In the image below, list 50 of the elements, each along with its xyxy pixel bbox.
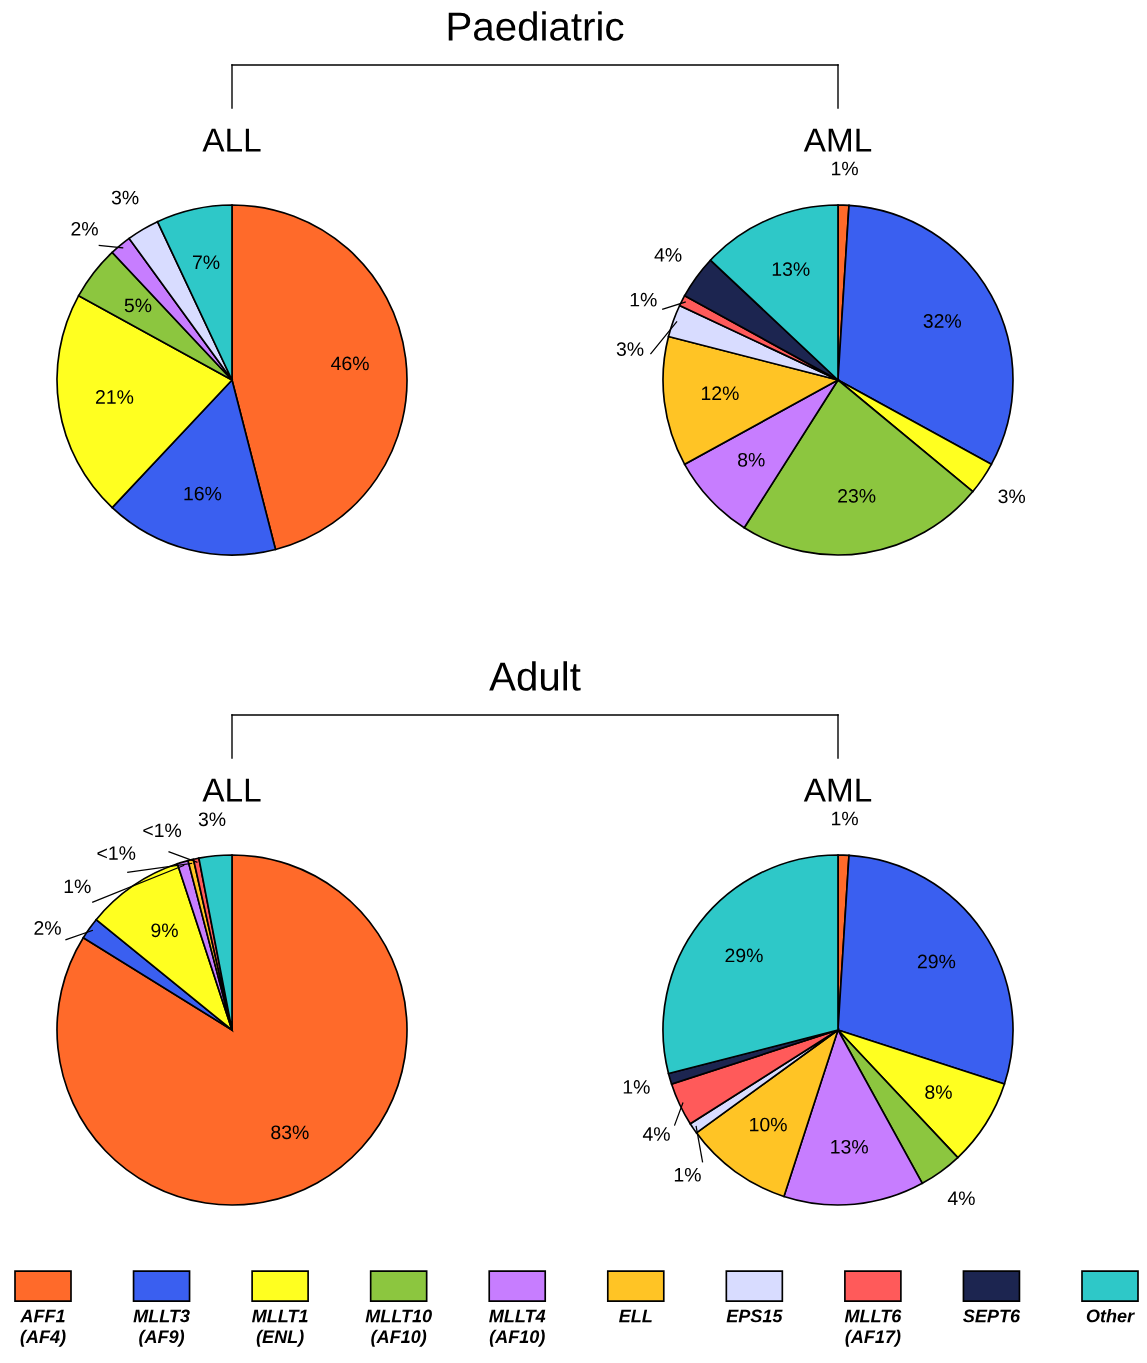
data-label: 46% [331,356,369,371]
data-label: 2% [34,921,61,935]
legend-label: EPS15 [726,1309,783,1323]
data-label: 3% [616,342,644,356]
text: Paediatric [448,11,624,41]
data-label: 3% [111,190,139,205]
legend-label: MLLT6 (AF17) [844,1309,902,1347]
data-label: 13% [772,262,810,277]
data-label: 1% [630,292,657,307]
data-label: 5% [124,298,152,313]
data-label: 4% [642,1127,670,1141]
data-label: 29% [917,954,956,969]
data-label: 21% [95,390,134,404]
data-label: 83% [271,1125,309,1140]
data-label: <1% [143,823,182,838]
chart-title: ALL [202,128,261,152]
data-label: 12% [701,386,739,401]
data-label: 13% [831,1139,868,1154]
data-label: 1% [832,811,858,826]
legend-label: MLLT10 (AF10) [365,1309,432,1347]
data-label: <1% [97,846,136,860]
data-label: 3% [998,489,1026,504]
data-label: 7% [192,255,220,270]
chart-title: AML [803,128,872,152]
data-label: 1% [623,1080,650,1094]
legend-label: MLLT1 (ENL) [252,1309,308,1347]
data-label: 3% [198,812,226,827]
data-label: 32% [923,314,962,328]
data-label: 8% [738,452,765,467]
data-label: 4% [654,248,682,262]
legend-label: MLLT3 (AF9) [133,1309,190,1347]
data-label: 1% [64,879,91,894]
data-label: 8% [925,1085,952,1099]
data-label: 10% [750,1117,787,1132]
data-label: 23% [838,488,876,503]
data-label: 16% [184,486,222,501]
data-label: 2% [71,221,98,236]
data-label: 1% [674,1167,701,1182]
legend-label: MLLT4 (AF10) [489,1309,546,1347]
chart-title: ALL [202,778,261,802]
legend-label: AFF1 (AF4) [20,1309,66,1347]
legend-label: SEPT6 [963,1309,1021,1323]
text: Adult [489,661,581,691]
legend-label: ELL [619,1309,652,1323]
chart-title: AML [803,778,872,802]
data-label: 1% [832,161,858,176]
data-label: 9% [151,923,178,938]
data-label: 4% [947,1191,975,1206]
legend-label: Other [1086,1309,1135,1323]
data-label: 29% [725,948,763,963]
